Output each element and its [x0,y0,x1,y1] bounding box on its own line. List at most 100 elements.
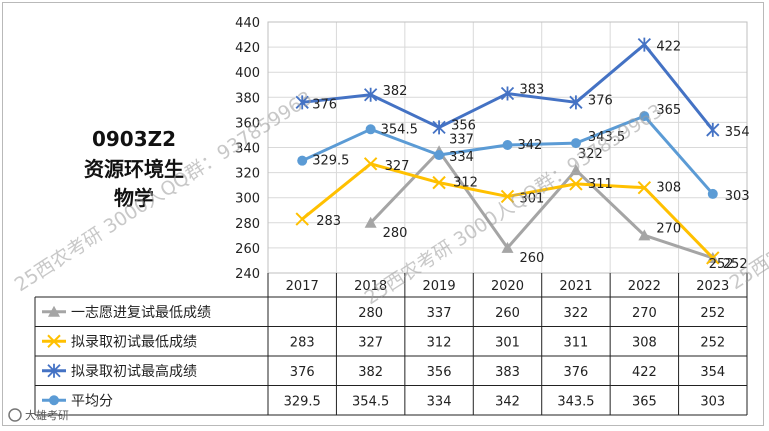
y-tick-label: 380 [235,91,260,106]
data-label: 329.5 [312,154,349,169]
data-label: 334 [449,150,474,165]
legend-series-name: 拟录取初试最低成绩 [71,333,197,350]
data-table: 2017 2018 2019 2020 2021 2022 2023 一志愿进复试最低成绩 28… [34,273,748,416]
y-tick-label: 340 [235,142,260,157]
table-header-cell: 2022 [628,279,661,294]
y-tick-label: 440 [235,16,260,31]
watermark-text-a: 25西农考研 3000人QQ群：937859963 [11,87,317,296]
y-tick-label: 280 [235,217,260,232]
data-label: 365 [656,103,681,118]
data-label: 376 [312,97,337,112]
marker-star [569,95,583,110]
table-cell: 422 [632,365,657,380]
data-label: 343.5 [588,130,625,145]
table-cell: 327 [358,335,383,350]
table-cell: 356 [427,365,452,380]
table-header-cell: 2019 [423,279,456,294]
table-cell: 322 [564,306,589,321]
legend-series-name: 拟录取初试最高成绩 [71,363,197,380]
data-label: 311 [588,177,613,192]
title-line-2: 资源环境生 [84,157,184,181]
plot-area-border [267,21,748,274]
table-header-cell: 2021 [559,279,592,294]
table-cell: 365 [632,394,657,409]
table-cell: 301 [495,335,520,350]
table-cell: 312 [427,335,452,350]
marker-x [295,212,309,226]
data-label: 356 [451,118,476,133]
table-cell: 342 [495,394,520,409]
marker-dot [639,111,650,122]
marker-dot [365,124,376,135]
table-cell: 260 [495,306,520,321]
marker-dot [502,139,513,150]
title-line-3: 物学 [114,186,154,210]
marker-star [47,363,61,378]
y-tick-label: 260 [235,242,260,257]
table-cell: 354.5 [352,394,389,409]
table-cell: 334 [427,394,452,409]
marker-triangle [638,229,651,241]
table-cell: 283 [290,335,315,350]
data-label: 382 [383,84,408,99]
table-header-cell: 2023 [696,279,729,294]
legend-series-name: 一志愿进复试最低成绩 [71,304,211,321]
marker-x [432,175,446,190]
data-label: 308 [656,181,681,196]
table-cell: 383 [495,365,520,380]
marker-dot [297,155,308,166]
y-tick-label: 400 [235,66,260,81]
title-line-1: 0903Z2 [92,127,176,151]
chart-frame [2,2,764,426]
data-label: 252 [723,257,748,272]
table-cell: 376 [290,365,315,380]
y-tick-label: 240 [235,267,260,282]
data-label: 270 [656,221,681,236]
marker-triangle [364,216,377,228]
marker-triangle [569,164,582,176]
logo-icon [8,408,22,422]
data-label: 322 [578,147,603,162]
marker-x [363,157,378,171]
marker-x [637,180,652,195]
y-tick-label: 300 [235,192,260,207]
logo-text: 大雄考研 [25,408,69,422]
marker-x [706,251,720,265]
marker-star [295,95,309,110]
table-cell: 343.5 [557,394,594,409]
data-label: 342 [518,138,543,153]
marker-dot [49,395,59,406]
table-cell: 252 [700,335,725,350]
data-label: 301 [520,191,545,206]
chart-title: 0903Z2 资源环境生 物学 [84,127,184,210]
y-tick-label: 360 [235,116,260,131]
marker-x [569,177,583,191]
y-axis: 240 260 280 300 320 340 360 380 400 420 440 [235,16,260,282]
data-label: 327 [385,159,410,174]
series-lines [295,37,720,265]
series-line [369,149,714,260]
marker-x [500,189,515,204]
y-tick-label: 320 [235,167,260,182]
table-cell: 376 [564,365,589,380]
marker-x [47,334,61,348]
data-label: 337 [449,132,474,147]
data-label: 283 [316,214,341,229]
marker-star [706,122,720,137]
marker-star [364,87,378,102]
table-cell: 308 [632,335,657,350]
data-label: 376 [588,93,613,108]
data-label: 312 [453,176,478,191]
marker-triangle [501,241,514,253]
data-label: 354 [725,125,750,140]
table-cell: 329.5 [284,394,321,409]
y-tick-label: 420 [235,41,260,56]
data-label: 280 [383,226,408,241]
table-cell: 280 [358,306,383,321]
table-cell: 354 [700,365,725,380]
table-cell: 270 [632,306,657,321]
table-cell: 303 [700,394,725,409]
table-cell: 311 [564,335,589,350]
data-label: 252 [709,257,734,272]
